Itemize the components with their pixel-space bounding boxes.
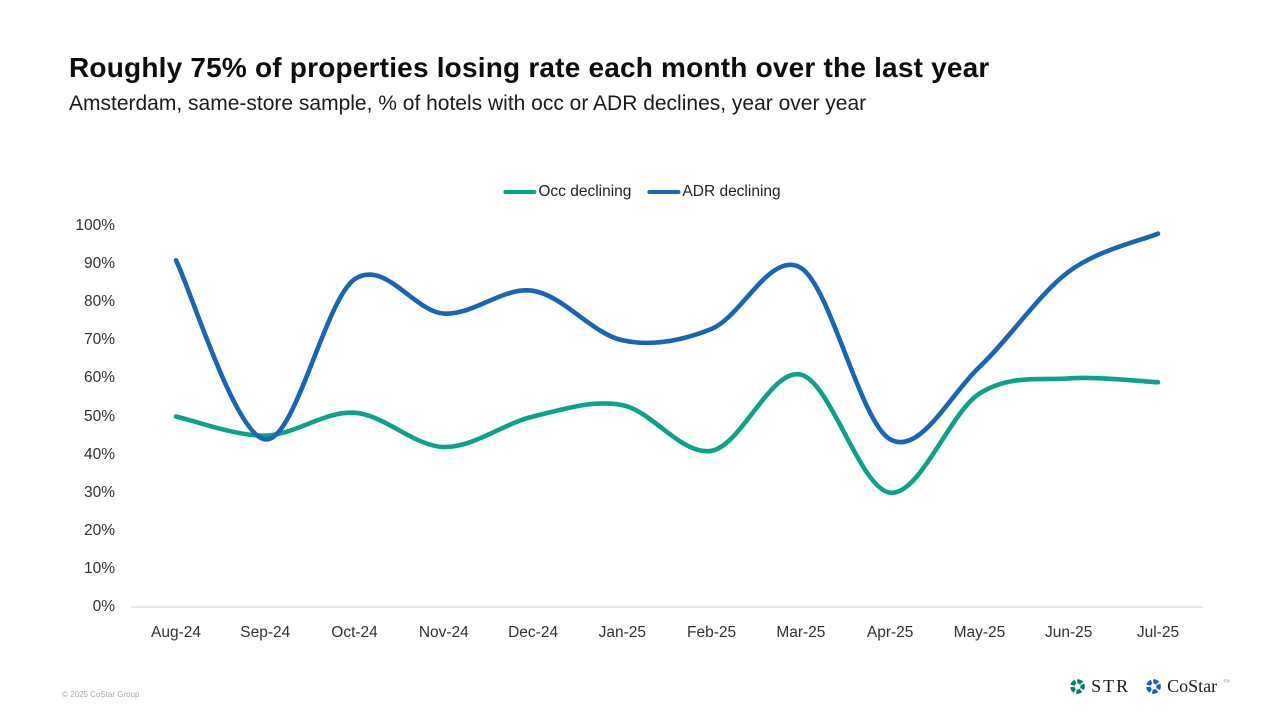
legend-line-swatch xyxy=(503,189,537,195)
y-axis-label: 90% xyxy=(83,255,115,273)
x-axis-label: Jul-25 xyxy=(1136,624,1180,641)
y-axis-label: 60% xyxy=(83,369,115,387)
series-line-adr-declining xyxy=(173,231,1161,445)
str-logo: STR xyxy=(1069,676,1130,697)
y-axis-label: 20% xyxy=(83,521,115,539)
x-axis-label: Jun-25 xyxy=(1044,624,1093,641)
y-axis-label: 10% xyxy=(83,559,115,577)
costar-logo: CoStar ™ xyxy=(1145,676,1230,697)
x-axis-label: Apr-25 xyxy=(866,624,914,641)
x-axis-label: May-25 xyxy=(953,624,1006,641)
y-axis-label: 30% xyxy=(83,483,115,501)
footer-logos: STR CoStar ™ xyxy=(1069,676,1230,697)
x-axis-label: Nov-24 xyxy=(418,624,469,641)
y-axis-label: 80% xyxy=(83,293,115,311)
legend-label: Occ declining xyxy=(538,183,632,200)
y-axis-label: 70% xyxy=(83,331,115,349)
costar-logo-text: CoStar xyxy=(1167,676,1218,696)
x-axis-label: Sep-24 xyxy=(240,624,291,641)
y-axis-label: 100% xyxy=(75,217,115,234)
chart-title: Roughly 75% of properties losing rate ea… xyxy=(69,52,990,83)
y-axis-label: 0% xyxy=(92,598,115,615)
legend-item-occ-declining: Occ declining xyxy=(503,183,631,201)
x-axis-label: Mar-25 xyxy=(776,624,826,641)
costar-trademark: ™ xyxy=(1223,678,1230,686)
legend-label: ADR declining xyxy=(682,183,781,200)
x-axis-label: Feb-25 xyxy=(687,624,737,641)
y-axis-label: 50% xyxy=(83,407,115,425)
str-pinwheel-icon xyxy=(1070,679,1085,694)
legend-item-adr-declining: ADR declining xyxy=(647,183,781,201)
y-axis-label: 40% xyxy=(83,445,115,463)
x-axis-label: Oct-24 xyxy=(331,624,378,641)
copyright-text: © 2025 CoStar Group xyxy=(62,690,140,699)
chart-subtitle: Amsterdam, same-store sample, % of hotel… xyxy=(69,92,867,115)
chart-legend: Occ declining ADR declining xyxy=(503,183,781,201)
x-axis-label: Dec-24 xyxy=(508,624,559,641)
x-axis-label: Jan-25 xyxy=(598,624,647,641)
str-logo-text: STR xyxy=(1091,676,1131,696)
x-axis-label: Aug-24 xyxy=(151,624,201,641)
legend-line-swatch xyxy=(647,189,681,195)
costar-pinwheel-icon xyxy=(1146,679,1161,694)
series-line-occ-declining xyxy=(173,372,1161,495)
